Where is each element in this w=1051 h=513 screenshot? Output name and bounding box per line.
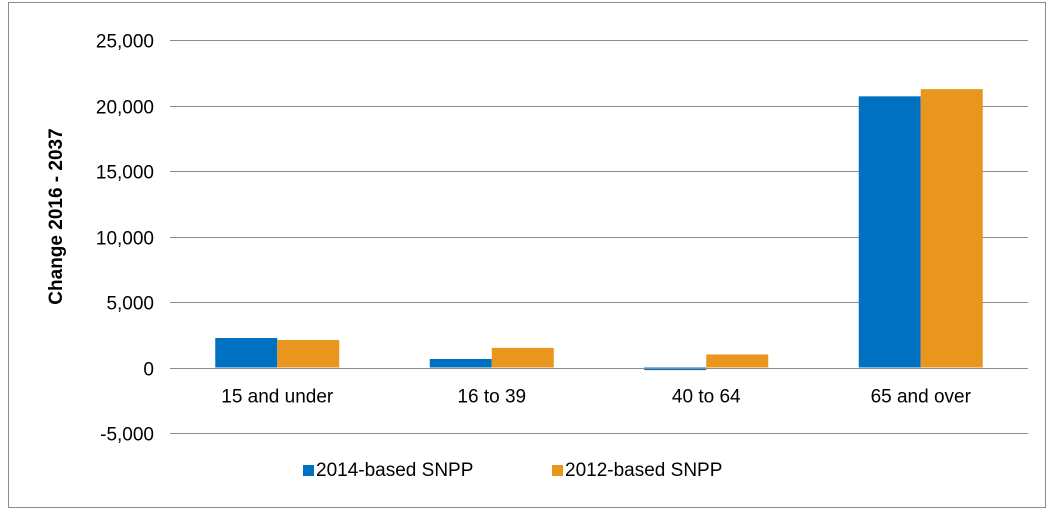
x-tick-label: 15 and under xyxy=(221,387,334,408)
y-axis-ticks: -5,000 0 5,000 10,000 15,000 20,000 25,000 xyxy=(96,32,154,446)
y-tick-label: 0 xyxy=(143,360,154,381)
bar-series1 xyxy=(215,338,278,368)
legend-label: 2012-based SNPP xyxy=(565,460,722,481)
legend-label: 2014-based SNPP xyxy=(316,460,473,481)
bars xyxy=(215,89,983,371)
bar-series2 xyxy=(706,354,769,368)
bar-series1 xyxy=(429,358,492,368)
y-tick-label: 10,000 xyxy=(96,229,154,250)
legend-swatch xyxy=(552,465,563,476)
x-tick-label: 16 to 39 xyxy=(457,387,526,408)
y-tick-label: 15,000 xyxy=(96,163,154,184)
bar-series2 xyxy=(920,89,983,368)
y-tick-label: -5,000 xyxy=(100,425,154,446)
bar-series2 xyxy=(491,347,554,368)
legend: 2014-based SNPP 2012-based SNPP xyxy=(303,460,722,481)
y-tick-label: 20,000 xyxy=(96,98,154,119)
x-axis-ticks: 15 and under 16 to 39 40 to 64 65 and over xyxy=(221,387,971,408)
bar-series2 xyxy=(277,339,340,368)
legend-swatch xyxy=(303,465,314,476)
y-axis-title: Change 2016 - 2037 xyxy=(46,128,67,304)
x-tick-label: 65 and over xyxy=(871,387,972,408)
x-tick-label: 40 to 64 xyxy=(672,387,741,408)
y-tick-label: 5,000 xyxy=(106,294,154,315)
bar-series1 xyxy=(858,96,921,368)
y-tick-label: 25,000 xyxy=(96,32,154,53)
